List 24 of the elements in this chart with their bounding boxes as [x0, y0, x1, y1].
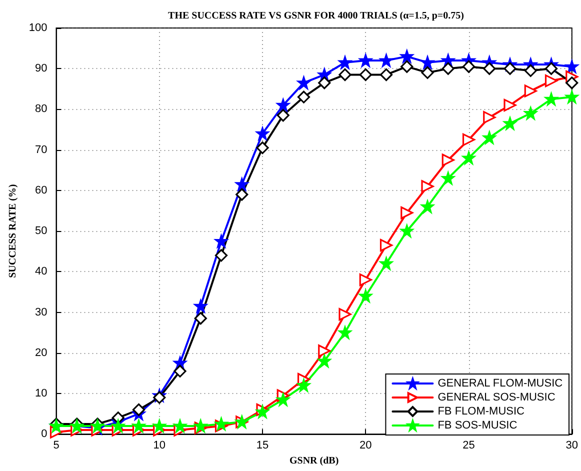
x-tick-label: 15 — [256, 440, 269, 452]
legend-label: GENERAL SOS-MUSIC — [438, 392, 556, 404]
y-tick-label: 10 — [35, 387, 48, 400]
legend-label: FB FLOM-MUSIC — [438, 406, 525, 418]
y-tick-label: 50 — [35, 225, 48, 238]
x-axis-title: GSNR (dB) — [289, 456, 339, 466]
legend-label: FB SOS-MUSIC — [438, 420, 518, 432]
x-tick-label: 30 — [566, 440, 578, 452]
chart-title: THE SUCCESS RATE VS GSNR FOR 4000 TRIALS (α=1.5, p=0.75) — [168, 10, 464, 22]
x-tick-label: 20 — [360, 440, 372, 452]
y-tick-label: 40 — [35, 266, 48, 278]
y-tick-label: 70 — [35, 144, 48, 156]
y-tick-label: 30 — [35, 306, 48, 318]
x-tick-label: 5 — [53, 440, 60, 452]
y-tick-label: 80 — [35, 103, 48, 116]
y-tick-label: 90 — [35, 62, 48, 75]
x-tick-label: 25 — [462, 440, 475, 452]
y-tick-label: 20 — [35, 346, 48, 359]
y-tick-label: 60 — [35, 184, 48, 196]
y-axis-title: SUCCESS RATE (%) — [8, 184, 18, 278]
y-tick-label: 100 — [28, 22, 48, 34]
legend-label: GENERAL FLOM-MUSIC — [438, 378, 563, 390]
y-tick-label: 0 — [41, 428, 48, 440]
x-tick-label: 10 — [153, 440, 166, 452]
